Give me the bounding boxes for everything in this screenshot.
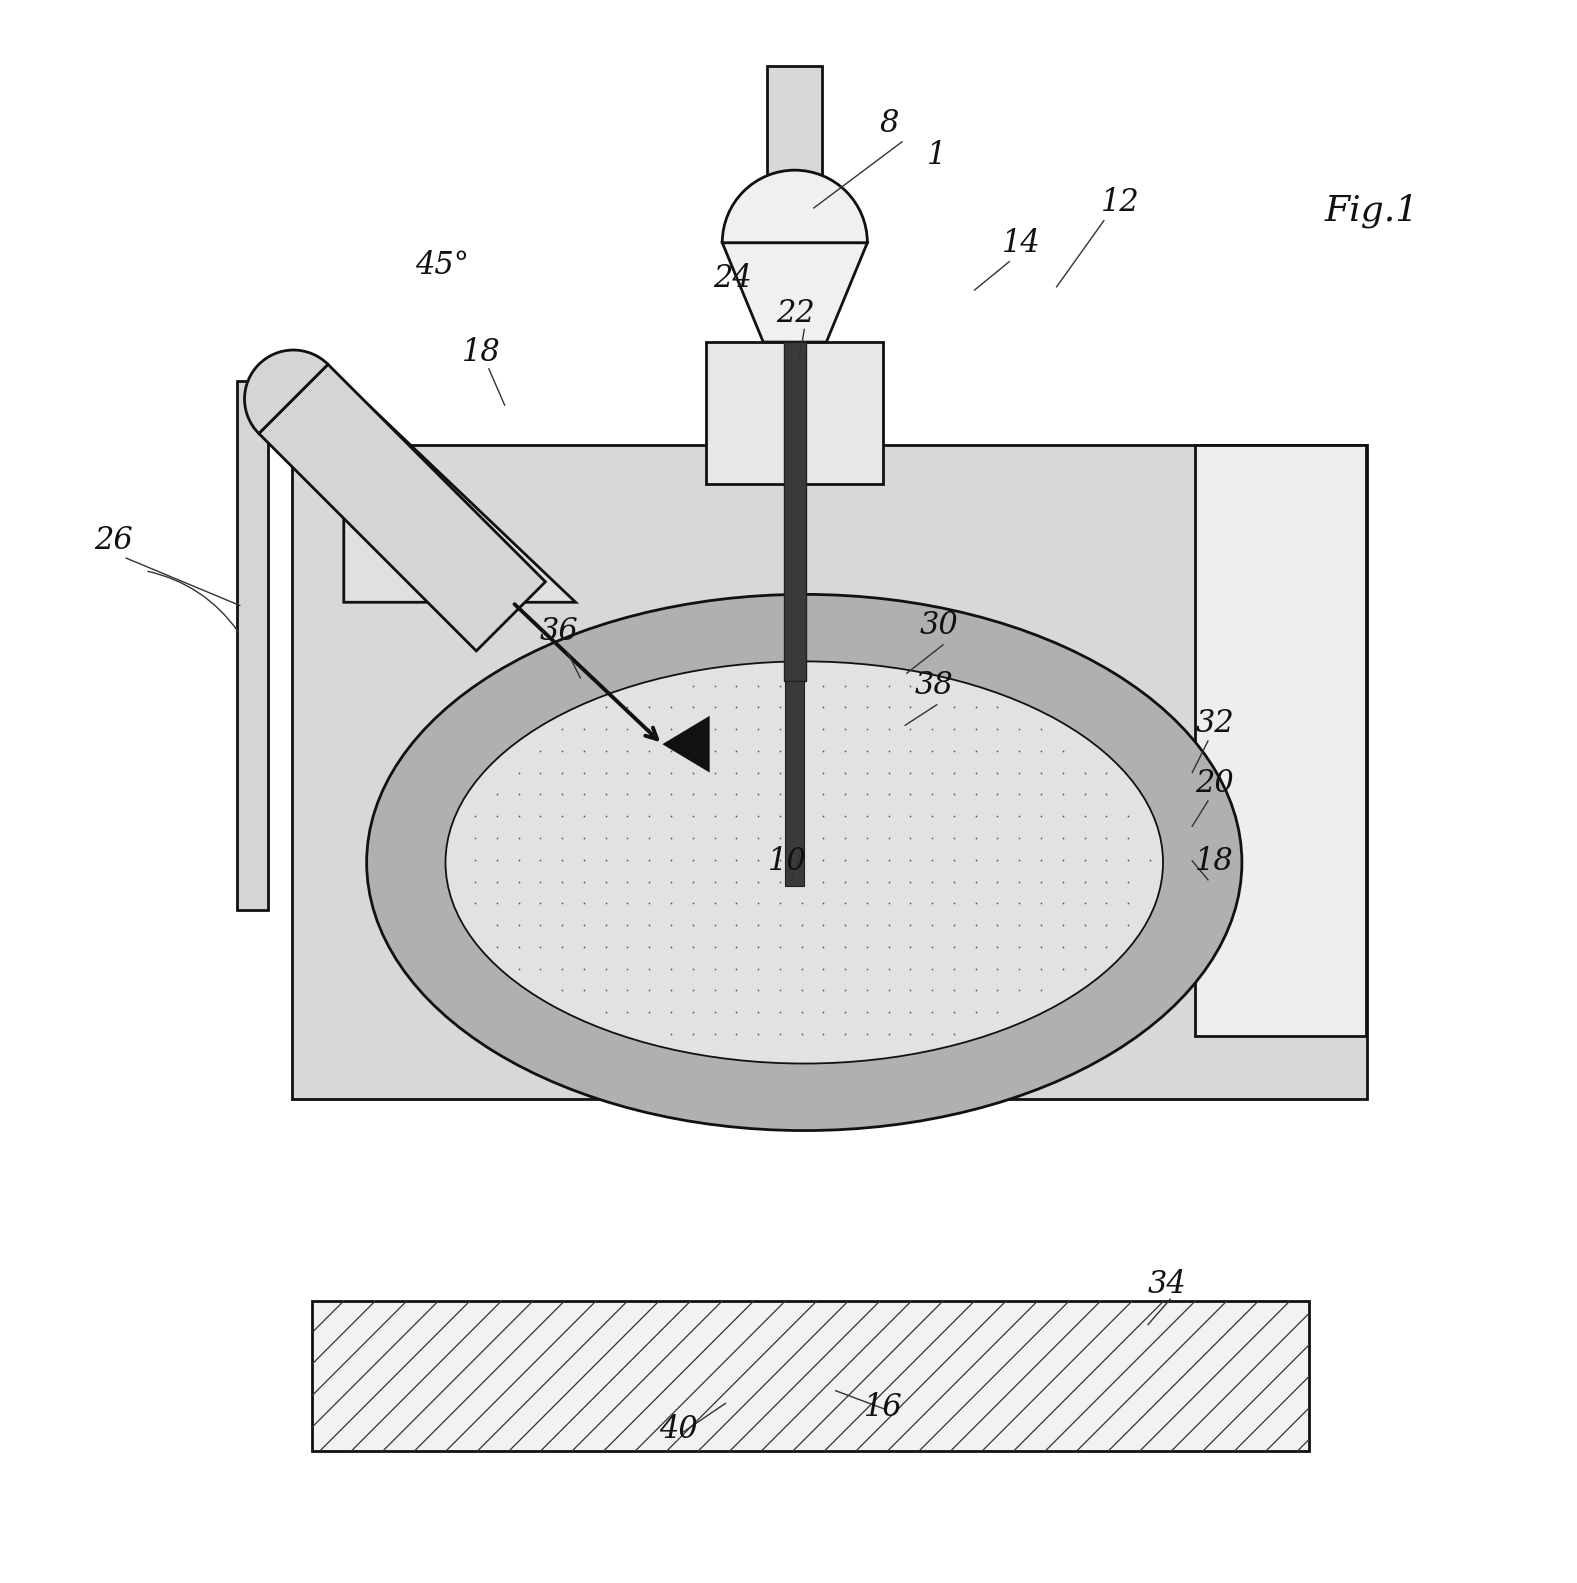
- Polygon shape: [259, 364, 546, 651]
- Text: 32: 32: [1195, 708, 1235, 739]
- Polygon shape: [312, 1301, 1309, 1450]
- Text: 14: 14: [1001, 228, 1041, 260]
- Text: 1: 1: [927, 139, 946, 171]
- Text: 18: 18: [462, 337, 501, 367]
- Text: 18: 18: [1195, 847, 1235, 877]
- Polygon shape: [237, 382, 268, 910]
- Text: 40: 40: [659, 1414, 699, 1445]
- Text: 30: 30: [919, 609, 959, 641]
- Text: 8: 8: [880, 108, 899, 139]
- Text: 24: 24: [713, 263, 752, 294]
- Polygon shape: [662, 716, 710, 773]
- Text: 34: 34: [1148, 1270, 1187, 1300]
- Polygon shape: [706, 342, 883, 484]
- Polygon shape: [722, 242, 867, 342]
- Polygon shape: [784, 342, 806, 681]
- Text: 45°: 45°: [415, 250, 468, 282]
- Text: 12: 12: [1101, 187, 1140, 218]
- Text: 10: 10: [768, 847, 807, 877]
- Text: 16: 16: [864, 1391, 904, 1423]
- Polygon shape: [785, 681, 804, 886]
- Text: 36: 36: [539, 616, 579, 647]
- Text: 26: 26: [95, 524, 134, 556]
- Polygon shape: [292, 445, 1367, 1099]
- Wedge shape: [722, 169, 867, 242]
- Text: 22: 22: [776, 298, 815, 329]
- Ellipse shape: [366, 594, 1243, 1130]
- Polygon shape: [1195, 445, 1366, 1035]
- Text: 20: 20: [1195, 768, 1235, 798]
- Ellipse shape: [445, 662, 1162, 1064]
- Text: Fig.1: Fig.1: [1325, 193, 1419, 228]
- Polygon shape: [344, 382, 576, 602]
- Polygon shape: [766, 66, 823, 342]
- Wedge shape: [244, 350, 328, 434]
- Text: 38: 38: [915, 670, 954, 701]
